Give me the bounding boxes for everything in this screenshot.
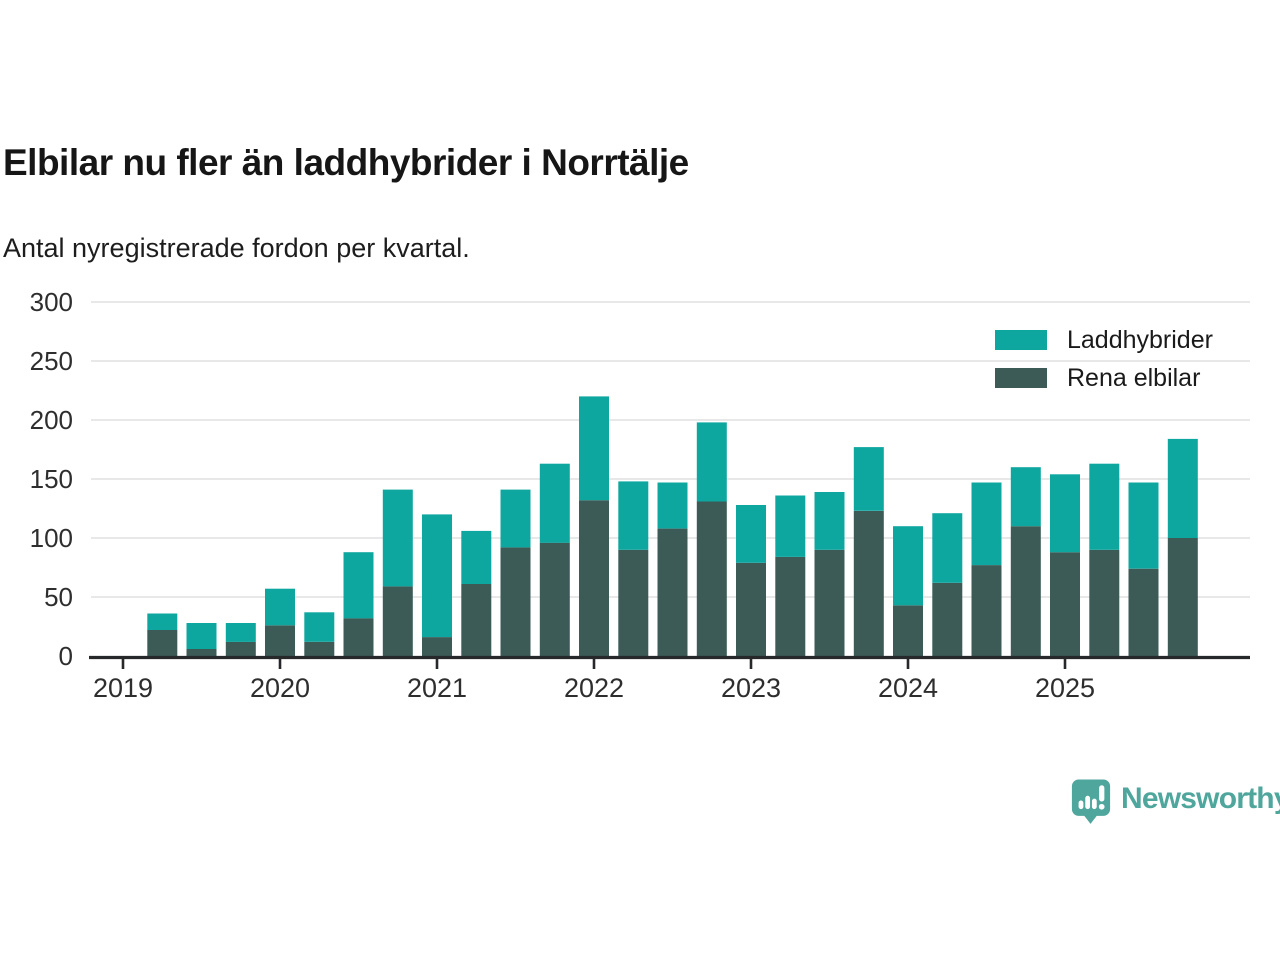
legend-item-laddhybrider: Laddhybrider (995, 325, 1213, 354)
bar-laddhybrider-2022-q3 (657, 482, 688, 529)
bar-rena-elbilar-2025-q1 (1050, 552, 1080, 656)
y-axis-label-50: 50 (44, 582, 73, 612)
bar-laddhybrider-2025-q1 (1050, 474, 1080, 553)
chart-subtitle: Antal nyregistrerade fordon per kvartal. (3, 233, 470, 263)
bar-rena-elbilar-2022-q1 (579, 500, 609, 656)
x-axis-label-2023: 2023 (721, 673, 781, 703)
legend-swatch-laddhybrider (995, 330, 1047, 350)
speech-bubble-shape (1071, 779, 1111, 824)
legend-item-rena-elbilar: Rena elbilar (995, 363, 1213, 392)
bar-laddhybrider-2024-q4 (1010, 467, 1041, 527)
bar-laddhybrider-2025-q4 (1167, 438, 1198, 538)
exclamation-dot (1098, 803, 1105, 810)
bar-laddhybrider-2024-q1 (893, 526, 923, 606)
bar-rena-elbilar-2025-q2 (1089, 549, 1120, 656)
bar-laddhybrider-2023-q1 (736, 505, 766, 563)
bar-rena-elbilar-2019-q2 (147, 630, 178, 656)
bar-rena-elbilar-2025-q3 (1128, 568, 1159, 656)
legend-swatch-rena-elbilar (995, 368, 1047, 388)
bar-laddhybrider-2025-q3 (1128, 482, 1159, 569)
bar-laddhybrider-2023-q4 (853, 447, 884, 511)
bar-laddhybrider-2024-q2 (932, 513, 963, 583)
y-axis-label-100: 100 (30, 523, 73, 553)
bar-laddhybrider-2021-q2 (461, 530, 492, 584)
bar-rena-elbilar-2022-q2 (618, 549, 649, 656)
x-axis-label-2022: 2022 (564, 673, 624, 703)
y-axis-label-300: 300 (30, 287, 73, 317)
bar-rena-elbilar-2022-q4 (696, 501, 727, 656)
legend-label-rena-elbilar: Rena elbilar (1067, 363, 1201, 392)
x-axis-label-2024: 2024 (878, 673, 938, 703)
bar-laddhybrider-2020-q1 (265, 588, 295, 626)
bar-laddhybrider-2020-q3 (343, 552, 374, 619)
bar-laddhybrider-2025-q2 (1089, 463, 1120, 550)
legend-label-laddhybrider: Laddhybrider (1067, 325, 1213, 354)
x-axis-label-2025: 2025 (1035, 673, 1095, 703)
bar-laddhybrider-2022-q4 (696, 422, 727, 502)
bar-laddhybrider-2021-q3 (500, 489, 531, 548)
bar-laddhybrider-2019-q3 (186, 623, 217, 649)
bar-rena-elbilar-2024-q3 (971, 565, 1002, 656)
bar-rena-elbilar-2023-q2 (775, 556, 806, 656)
chart-legend: Laddhybrider Rena elbilar (995, 325, 1213, 404)
bar-rena-elbilar-2022-q3 (657, 528, 688, 656)
newsworthy-brand: Newsworthy (1070, 775, 1280, 825)
bar-rena-elbilar-2024-q4 (1010, 526, 1041, 656)
bar-rena-elbilar-2023-q1 (736, 562, 766, 656)
x-axis-label-2019: 2019 (93, 673, 153, 703)
bar-laddhybrider-2020-q4 (382, 489, 413, 587)
bar-rena-elbilar-2020-q4 (382, 586, 413, 656)
bar-laddhybrider-2019-q2 (147, 613, 178, 630)
bar-laddhybrider-2020-q2 (304, 612, 335, 642)
bar-laddhybrider-2021-q4 (539, 463, 570, 543)
mini-bar-1 (1078, 800, 1084, 810)
y-axis-label-200: 200 (30, 405, 73, 435)
bar-laddhybrider-2023-q3 (814, 492, 845, 550)
bar-rena-elbilar-2025-q4 (1167, 538, 1198, 656)
bar-laddhybrider-2024-q3 (971, 482, 1002, 566)
bar-rena-elbilar-2020-q2 (304, 641, 335, 656)
brand-name: Newsworthy (1121, 782, 1280, 815)
x-axis-label-2020: 2020 (250, 673, 310, 703)
y-axis-label-150: 150 (30, 464, 73, 494)
bar-rena-elbilar-2021-q3 (500, 547, 531, 656)
bar-rena-elbilar-2021-q4 (539, 542, 570, 656)
bar-rena-elbilar-2024-q1 (893, 605, 923, 656)
bar-laddhybrider-2019-q4 (225, 623, 256, 642)
bar-rena-elbilar-2019-q3 (186, 648, 217, 656)
newsworthy-logo-icon (1071, 779, 1111, 824)
bar-laddhybrider-2021-q1 (422, 514, 452, 638)
y-axis-label-0: 0 (59, 641, 73, 671)
bar-laddhybrider-2022-q1 (579, 396, 609, 501)
bar-rena-elbilar-2020-q1 (265, 625, 295, 656)
exclamation-stem (1099, 785, 1105, 802)
bar-rena-elbilar-2019-q4 (225, 641, 256, 656)
y-axis-label-250: 250 (30, 346, 73, 376)
bar-rena-elbilar-2021-q1 (422, 637, 452, 656)
bar-laddhybrider-2023-q2 (775, 495, 806, 557)
bar-rena-elbilar-2024-q2 (932, 582, 963, 656)
mini-bar-2 (1085, 795, 1091, 810)
bar-rena-elbilar-2023-q4 (853, 510, 884, 656)
bar-rena-elbilar-2021-q2 (461, 584, 492, 656)
x-axis-label-2021: 2021 (407, 673, 467, 703)
page-title: Elbilar nu fler än laddhybrider i Norrtä… (3, 142, 689, 183)
mini-bar-3 (1091, 798, 1097, 810)
bar-laddhybrider-2022-q2 (618, 481, 649, 550)
bar-rena-elbilar-2023-q3 (814, 549, 845, 656)
bar-rena-elbilar-2020-q3 (343, 618, 374, 656)
